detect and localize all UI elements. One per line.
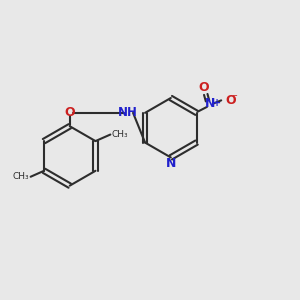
Text: CH₃: CH₃ [112, 130, 128, 139]
Text: O: O [225, 94, 236, 107]
Text: N: N [205, 98, 215, 110]
Text: ⁻: ⁻ [231, 93, 237, 103]
Text: N: N [166, 158, 176, 170]
Text: NH: NH [118, 106, 138, 119]
Text: O: O [64, 106, 75, 119]
Text: +: + [214, 98, 222, 108]
Text: O: O [198, 81, 209, 94]
Text: CH₃: CH₃ [13, 172, 29, 181]
